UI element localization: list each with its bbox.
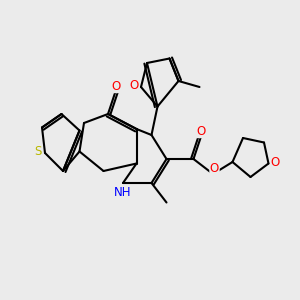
Text: O: O [130, 79, 139, 92]
Text: O: O [196, 124, 206, 138]
Text: O: O [210, 162, 219, 175]
Text: S: S [34, 145, 41, 158]
Text: NH: NH [114, 186, 132, 199]
Text: O: O [271, 155, 280, 169]
Text: O: O [111, 80, 120, 93]
